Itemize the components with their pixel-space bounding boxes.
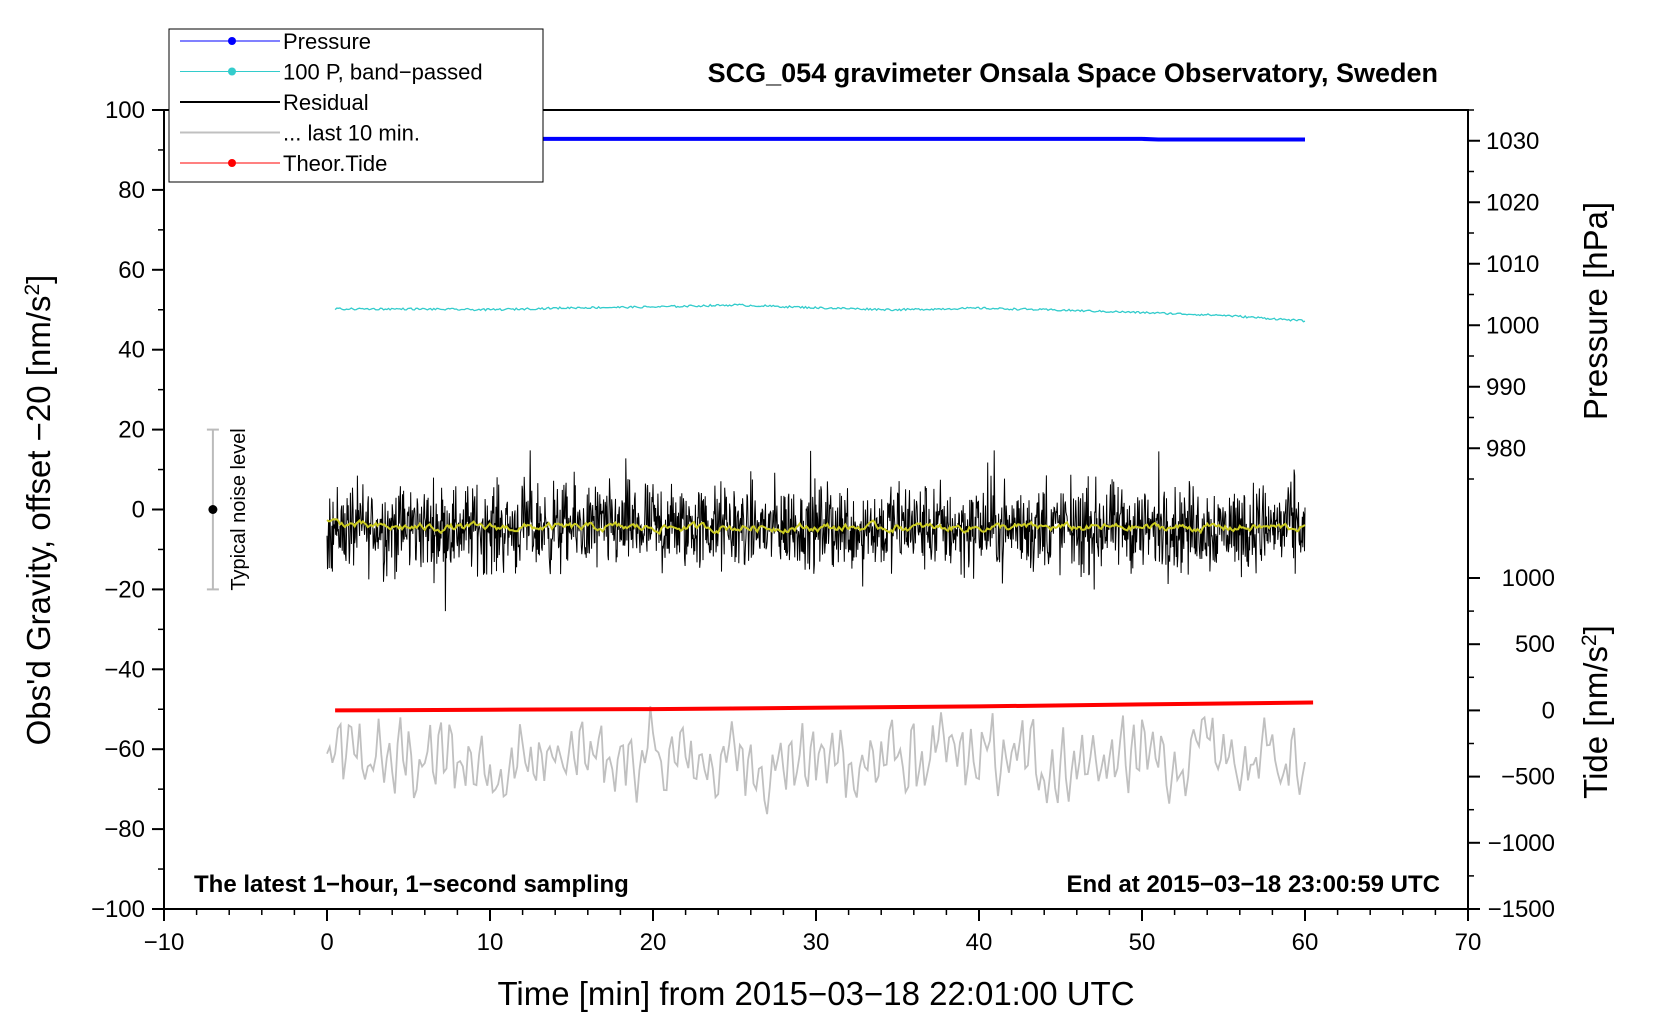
legend-item: Residual — [180, 90, 369, 115]
x-tick-label: 50 — [1129, 929, 1156, 956]
legend-marker — [228, 67, 236, 76]
pressure-tick-label: 980 — [1486, 435, 1526, 462]
y-tick-label: 100 — [105, 97, 145, 124]
tide-tick-label: 0 — [1542, 697, 1555, 724]
x-tick-label: 70 — [1455, 929, 1482, 956]
y-tick-label: 0 — [132, 497, 145, 524]
legend-label: 100 P, band−passed — [283, 60, 483, 85]
y-tick-label: −60 — [104, 736, 145, 763]
tide-tick-label: −1000 — [1488, 830, 1555, 857]
x-tick-label: 40 — [966, 929, 993, 956]
y-axis-pressure: 1030 1020 1010 1000 990 980 — [1467, 109, 1539, 480]
x-tick-label: 0 — [320, 929, 333, 956]
legend-label: ... last 10 min. — [283, 121, 420, 146]
x-axis-title: Time [min] from 2015−03−18 22:01:00 UTC — [497, 975, 1134, 1012]
series-last-10-min — [326, 706, 1306, 815]
y-axis-tide-title-main: Tide [nm/s — [1577, 646, 1614, 799]
legend-label: Residual — [283, 90, 369, 115]
pressure-tick-label: 1000 — [1486, 312, 1539, 339]
legend-item: 100 P, band−passed — [180, 60, 483, 85]
y-tick-label: 40 — [118, 337, 145, 364]
chart-title: SCG_054 gravimeter Onsala Space Observat… — [708, 58, 1438, 88]
legend-item: Pressure — [180, 29, 371, 54]
note-end-time: End at 2015−03−18 23:00:59 UTC — [1066, 871, 1440, 898]
x-axis: −10 0 10 20 30 40 50 60 70 — [144, 909, 1482, 956]
noise-center-dot — [208, 505, 218, 514]
legend-label: Theor.Tide — [283, 151, 387, 176]
pressure-tick-label: 1020 — [1486, 189, 1539, 216]
tide-tick-label: −1500 — [1488, 896, 1555, 923]
series-pressure — [327, 136, 1305, 142]
legend-item: ... last 10 min. — [180, 121, 420, 146]
legend-label: Pressure — [283, 29, 371, 54]
x-tick-label: −10 — [144, 929, 185, 956]
y-tick-label: −80 — [104, 816, 145, 843]
legend-item: Theor.Tide — [180, 151, 387, 176]
y-axis-left-title-main: Obs'd Gravity, offset −20 [nm/s — [20, 296, 57, 746]
y-tick-label: −40 — [104, 656, 145, 683]
legend-items: Pressure 100 P, band−passed Residual ... la… — [180, 29, 483, 176]
tide-tick-label: 1000 — [1502, 565, 1555, 592]
legend-box — [168, 28, 544, 183]
pressure-tick-label: 1010 — [1486, 251, 1539, 278]
y-tick-label: −100 — [91, 896, 145, 923]
y-axis-pressure-title: Pressure [hPa] — [1577, 202, 1614, 420]
series-layer — [326, 136, 1314, 815]
y-axis-tide-title: Tide [nm/s2] — [1577, 625, 1614, 799]
noise-label: Typical noise level — [228, 428, 250, 590]
legend-marker — [228, 159, 236, 167]
pressure-tick-label: 1030 — [1486, 128, 1539, 155]
tide-tick-label: −500 — [1501, 764, 1555, 791]
y-tick-label: 60 — [118, 257, 145, 284]
legend-marker — [228, 37, 236, 45]
y-axis-left-title: Obs'd Gravity, offset −20 [nm/s2] — [20, 275, 57, 746]
y-tick-label: −20 — [104, 576, 145, 603]
y-axis-tide-title-end: ] — [1577, 625, 1614, 634]
series-theor-tide — [335, 700, 1314, 713]
pressure-tick-label: 990 — [1486, 374, 1526, 401]
y-axis-left: 100 80 60 40 20 0 −20 −40 −60 −80 −100 — [91, 97, 164, 923]
x-tick-label: 10 — [477, 929, 504, 956]
x-tick-label: 20 — [640, 929, 667, 956]
x-tick-label: 30 — [803, 929, 830, 956]
series-residual-smoothed — [326, 518, 1306, 536]
series-band-passed — [334, 303, 1306, 323]
y-tick-label: 80 — [118, 177, 145, 204]
y-axis-left-title-sup: 2 — [21, 284, 44, 296]
legend: Pressure 100 P, band−passed Residual ... la… — [168, 28, 544, 183]
y-axis-tide-title-sup: 2 — [1578, 634, 1601, 646]
y-axis-left-title-end: ] — [20, 275, 57, 284]
x-tick-label: 60 — [1292, 929, 1319, 956]
series-residual — [326, 450, 1306, 612]
tide-tick-label: 500 — [1515, 631, 1555, 658]
y-axis-tide: 1000 500 0 −500 −1000 −1500 — [1468, 565, 1555, 923]
note-sampling: The latest 1−hour, 1−second sampling — [194, 871, 629, 898]
y-tick-label: 20 — [118, 417, 145, 444]
noise-indicator: Typical noise level — [206, 428, 250, 591]
